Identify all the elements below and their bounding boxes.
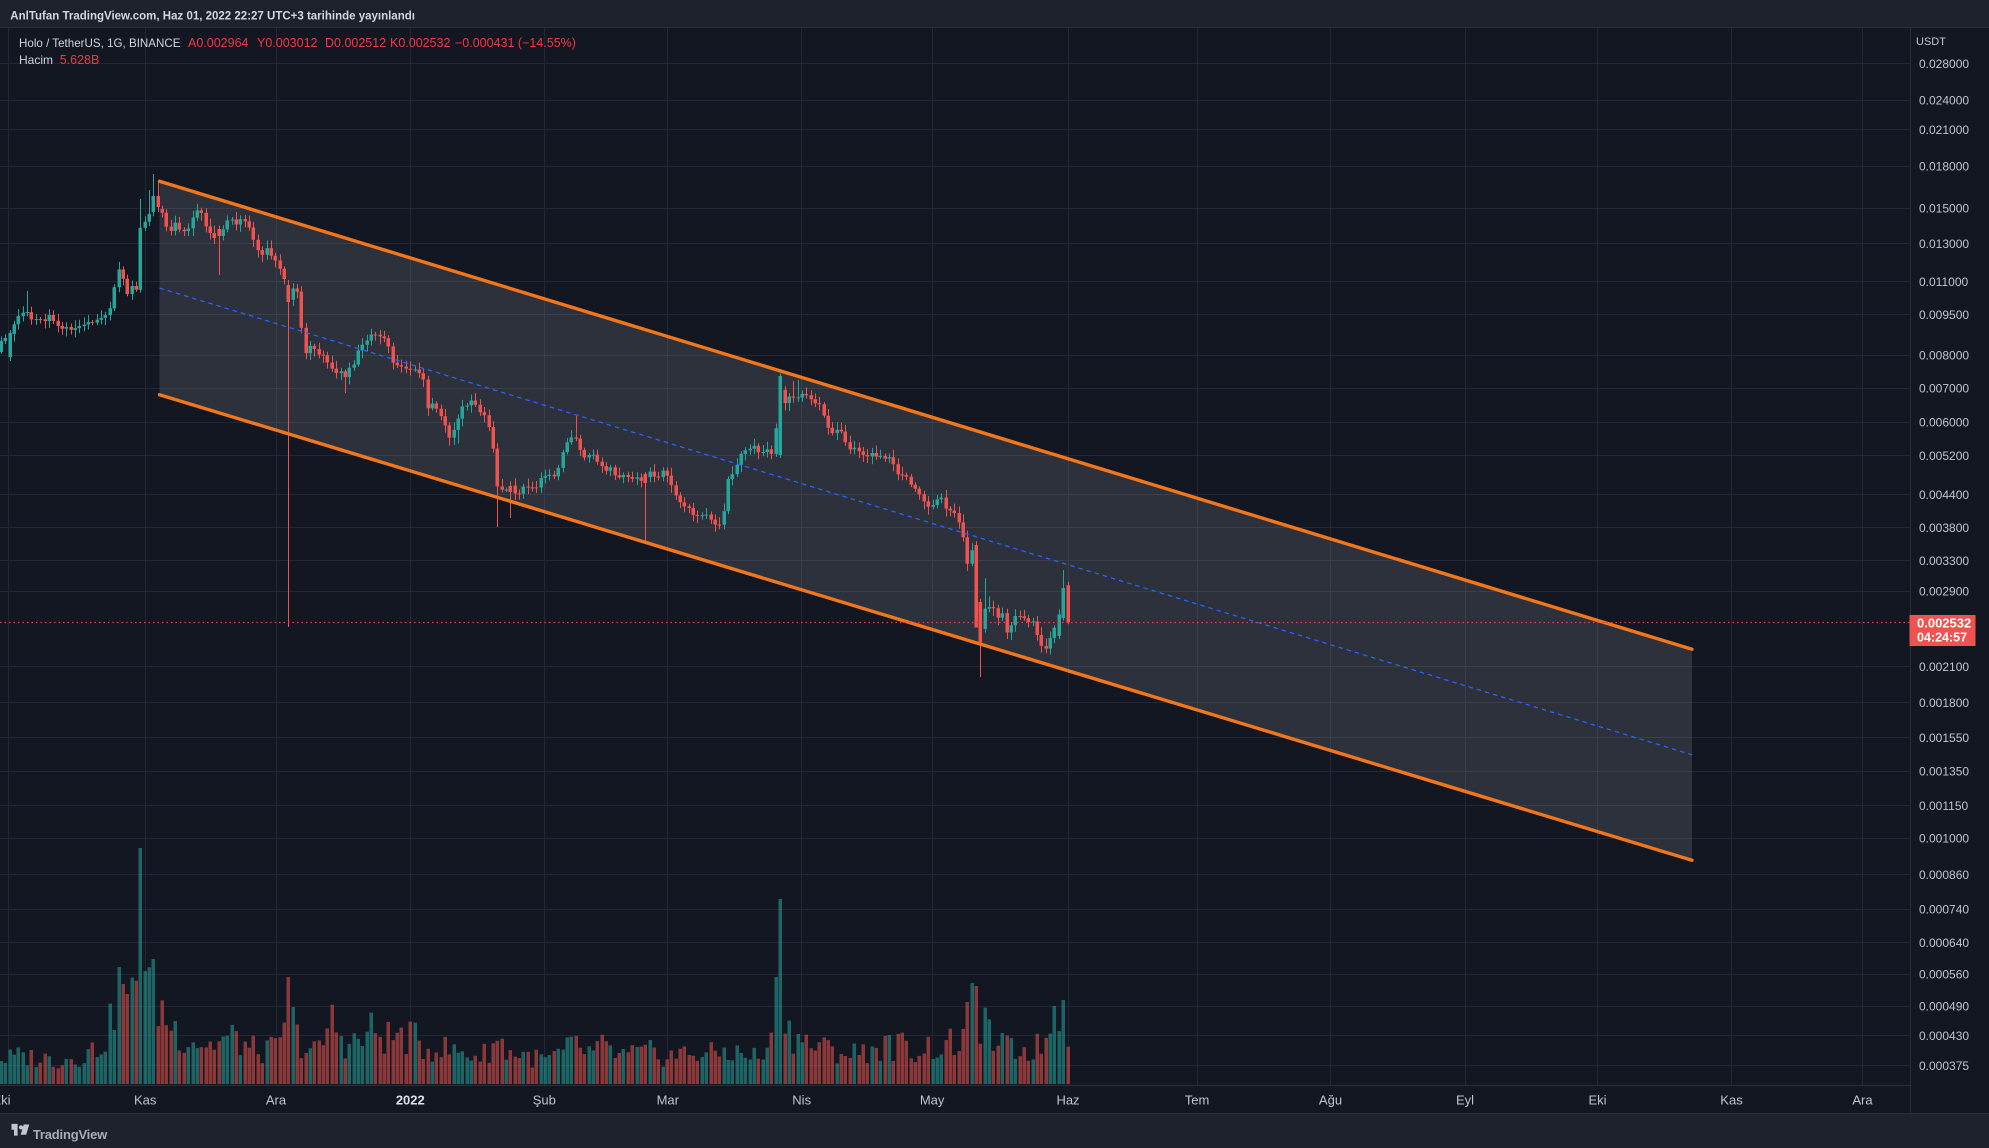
svg-text:0.002900: 0.002900 <box>1919 585 1969 599</box>
svg-text:Haz: Haz <box>1056 1093 1079 1108</box>
svg-text:Tem: Tem <box>1185 1093 1210 1108</box>
svg-text:Eki: Eki <box>1588 1093 1606 1108</box>
svg-text:0.009500: 0.009500 <box>1919 308 1969 322</box>
svg-text:5.628B: 5.628B <box>60 53 100 67</box>
svg-text:0.001150: 0.001150 <box>1919 799 1968 813</box>
svg-text:0.000560: 0.000560 <box>1919 967 1969 981</box>
svg-text:Kas: Kas <box>134 1093 157 1108</box>
svg-text:0.008000: 0.008000 <box>1919 349 1969 363</box>
svg-text:−0.000431 (−14.55%): −0.000431 (−14.55%) <box>455 36 576 50</box>
svg-text:Hacim: Hacim <box>19 53 53 67</box>
svg-text:0.021000: 0.021000 <box>1919 123 1969 137</box>
svg-text:0.028000: 0.028000 <box>1919 57 1969 71</box>
svg-text:0.001000: 0.001000 <box>1919 832 1969 846</box>
svg-text:0.002100: 0.002100 <box>1919 660 1969 674</box>
svg-text:0.013000: 0.013000 <box>1919 237 1969 251</box>
svg-text:0.000740: 0.000740 <box>1919 902 1969 916</box>
svg-text:K0.002532: K0.002532 <box>390 36 451 50</box>
svg-text:Eyl: Eyl <box>1456 1093 1474 1108</box>
svg-text:0.007000: 0.007000 <box>1919 381 1969 395</box>
svg-text:0.015000: 0.015000 <box>1919 201 1969 215</box>
svg-text:Ara: Ara <box>1852 1093 1873 1108</box>
svg-text:USDT: USDT <box>1916 36 1946 48</box>
svg-text:0.003300: 0.003300 <box>1919 554 1969 568</box>
svg-text:AnlTufan TradingView.com, Haz: AnlTufan TradingView.com, Haz 01, 2022 2… <box>10 11 415 23</box>
svg-text:04:24:57: 04:24:57 <box>1917 631 1967 645</box>
svg-text:TradingView: TradingView <box>33 1127 108 1142</box>
svg-text:Ara: Ara <box>266 1093 287 1108</box>
svg-text:0.000430: 0.000430 <box>1919 1029 1969 1043</box>
svg-text:Y0.003012: Y0.003012 <box>257 36 318 50</box>
svg-text:0.000640: 0.000640 <box>1919 936 1969 950</box>
svg-text:0.011000: 0.011000 <box>1919 275 1968 289</box>
svg-text:0.000490: 0.000490 <box>1919 999 1969 1013</box>
svg-text:May: May <box>920 1093 945 1108</box>
svg-text:Şub: Şub <box>533 1093 556 1108</box>
svg-text:0.006000: 0.006000 <box>1919 415 1969 429</box>
svg-text:0.003800: 0.003800 <box>1919 521 1969 535</box>
svg-text:0.018000: 0.018000 <box>1919 160 1969 174</box>
svg-text:0.024000: 0.024000 <box>1919 93 1969 107</box>
svg-text:Nis: Nis <box>792 1093 811 1108</box>
svg-text:0.001800: 0.001800 <box>1919 696 1969 710</box>
svg-text:0.001350: 0.001350 <box>1919 764 1969 778</box>
svg-text:D0.002512: D0.002512 <box>325 36 386 50</box>
svg-text:0.000375: 0.000375 <box>1919 1059 1969 1073</box>
svg-text:0.002532: 0.002532 <box>1917 616 1971 631</box>
svg-text:0.001550: 0.001550 <box>1919 731 1969 745</box>
svg-text:0.000860: 0.000860 <box>1919 868 1969 882</box>
svg-text:Mar: Mar <box>657 1093 680 1108</box>
svg-text:2022: 2022 <box>396 1093 425 1108</box>
svg-text:A0.002964: A0.002964 <box>188 36 249 50</box>
svg-text:Eki: Eki <box>0 1093 11 1108</box>
svg-text:Ağu: Ağu <box>1319 1093 1342 1108</box>
svg-text:0.005200: 0.005200 <box>1919 449 1969 463</box>
svg-text:Holo / TetherUS, 1G, BINANCE: Holo / TetherUS, 1G, BINANCE <box>19 37 181 50</box>
svg-text:Kas: Kas <box>1720 1093 1743 1108</box>
svg-text:0.004400: 0.004400 <box>1919 488 1969 502</box>
